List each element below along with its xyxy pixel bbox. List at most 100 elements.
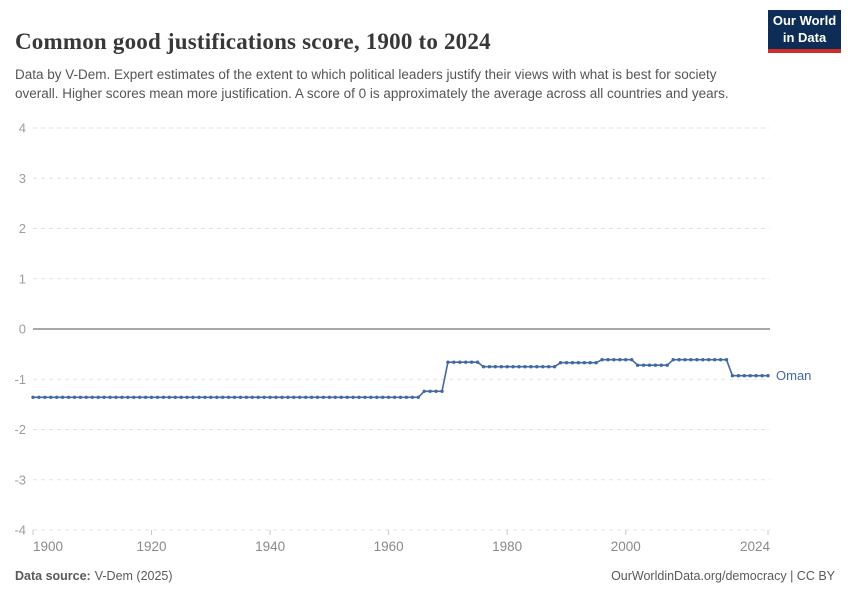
data-point[interactable] [327,395,332,399]
data-point[interactable] [167,395,171,399]
data-point[interactable] [487,365,492,369]
data-point[interactable] [523,365,527,369]
data-point[interactable] [250,395,254,399]
data-point[interactable] [529,365,533,369]
data-point[interactable] [641,363,646,367]
owid-logo[interactable]: Our World in Data [768,10,841,53]
data-point[interactable] [600,358,604,362]
data-point[interactable] [203,395,207,399]
data-point[interactable] [126,395,130,399]
data-point[interactable] [730,374,735,378]
data-point[interactable] [683,358,687,362]
data-point[interactable] [43,395,47,399]
data-point[interactable] [149,395,154,399]
data-point[interactable] [268,395,272,399]
data-point[interactable] [464,360,468,364]
data-point[interactable] [298,395,302,399]
data-point[interactable] [232,395,237,399]
data-point[interactable] [244,395,249,399]
data-point[interactable] [108,395,112,399]
data-point[interactable] [132,395,136,399]
data-point[interactable] [511,365,515,369]
data-point[interactable] [653,363,658,367]
data-point[interactable] [760,374,764,378]
data-point[interactable] [114,395,118,399]
data-point[interactable] [197,395,201,399]
data-point[interactable] [173,395,177,399]
data-point[interactable] [256,395,260,399]
data-point[interactable] [635,363,640,367]
data-point[interactable] [78,395,83,399]
data-point[interactable] [410,395,415,399]
data-point[interactable] [37,395,41,399]
data-point[interactable] [102,395,106,399]
data-point[interactable] [647,363,652,367]
data-point[interactable] [215,395,219,399]
data-point[interactable] [606,358,610,362]
data-point[interactable] [440,389,444,393]
data-point[interactable] [742,374,746,378]
data-point[interactable] [724,358,729,362]
data-point[interactable] [446,360,450,364]
data-point[interactable] [458,360,462,364]
data-point[interactable] [60,395,65,399]
data-point[interactable] [90,395,95,399]
data-point[interactable] [369,395,373,399]
data-point[interactable] [292,395,296,399]
data-point[interactable] [475,360,480,364]
data-point[interactable] [713,358,717,362]
data-point[interactable] [564,361,569,365]
data-point[interactable] [505,365,509,369]
data-point[interactable] [766,374,770,378]
data-point[interactable] [570,361,575,365]
data-point[interactable] [695,358,699,362]
data-point[interactable] [381,395,385,399]
data-point[interactable] [624,358,628,362]
data-point[interactable] [517,365,521,369]
data-point[interactable] [416,395,420,399]
data-point[interactable] [143,395,148,399]
data-point[interactable] [689,358,693,362]
data-point[interactable] [309,395,314,399]
data-point[interactable] [66,395,71,399]
data-point[interactable] [701,358,705,362]
data-point[interactable] [754,374,758,378]
data-point[interactable] [262,395,266,399]
data-point[interactable] [452,360,456,364]
data-point[interactable] [238,395,243,399]
data-point[interactable] [120,395,124,399]
data-point[interactable] [226,395,231,399]
data-point[interactable] [185,395,189,399]
data-point[interactable] [161,395,166,399]
data-point[interactable] [748,374,752,378]
data-point[interactable] [84,395,89,399]
data-point[interactable] [594,361,598,365]
data-point[interactable] [363,395,367,399]
series-line-oman[interactable] [33,358,768,399]
data-point[interactable] [209,395,213,399]
data-point[interactable] [552,365,557,369]
data-point[interactable] [612,358,616,362]
data-point[interactable] [671,358,675,362]
data-point[interactable] [55,395,59,399]
data-point[interactable] [588,361,592,365]
data-point[interactable] [541,365,545,369]
data-point[interactable] [493,365,497,369]
entity-label-oman[interactable]: Oman [776,368,811,383]
data-point[interactable] [221,395,225,399]
data-point[interactable] [422,389,426,393]
data-point[interactable] [659,363,663,367]
data-point[interactable] [499,365,503,369]
data-point[interactable] [72,395,77,399]
data-point[interactable] [49,395,53,399]
data-point[interactable] [434,389,438,393]
data-point[interactable] [718,358,723,362]
data-point[interactable] [357,395,361,399]
data-point[interactable] [179,395,183,399]
data-point[interactable] [375,395,379,399]
data-point[interactable] [31,395,35,399]
data-point[interactable] [665,363,669,367]
data-point[interactable] [304,395,308,399]
data-point[interactable] [707,358,711,362]
